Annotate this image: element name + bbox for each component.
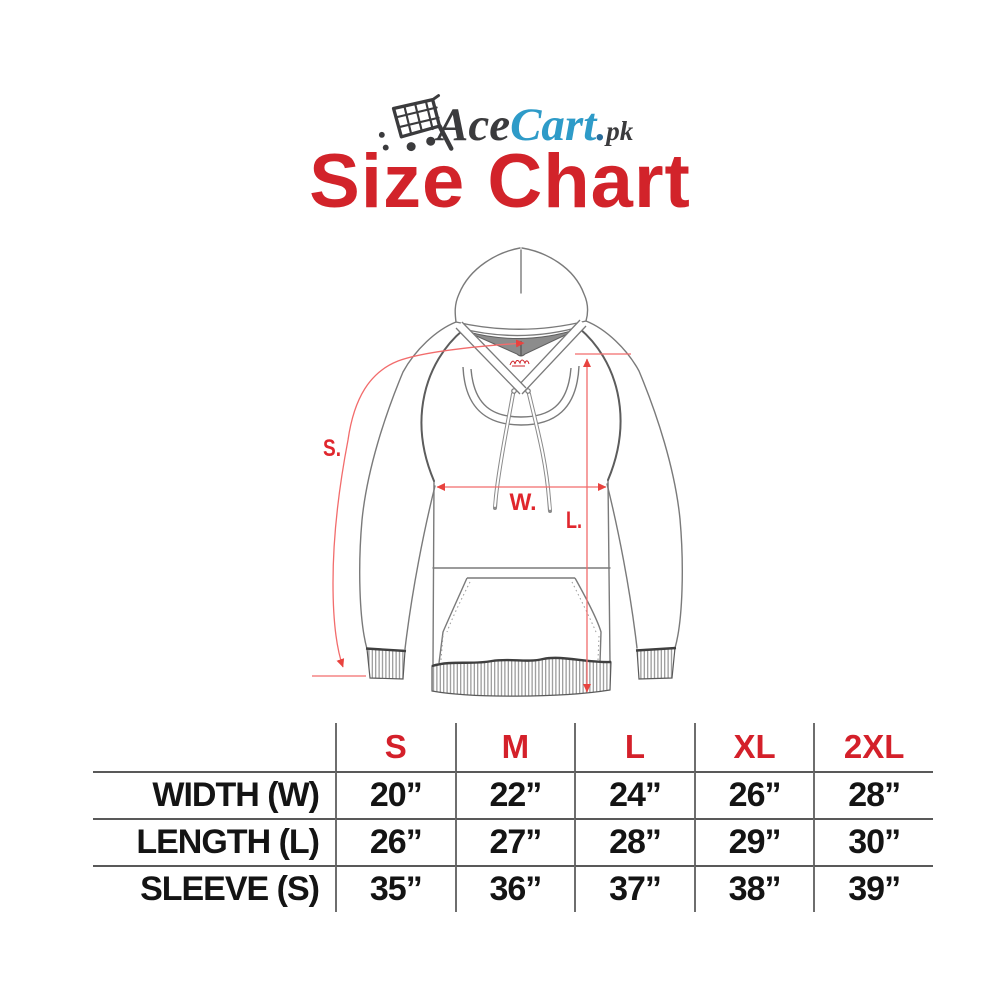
length-value-xl: 29”: [693, 818, 814, 865]
hoodie-diagram: S. W. L.: [312, 247, 683, 697]
width-value-2xl: 28”: [813, 771, 933, 818]
width-value-m: 22”: [454, 771, 575, 818]
length-label: L.: [566, 507, 582, 534]
sleeve-value-l: 37”: [574, 865, 694, 912]
sleeve-label: S.: [323, 435, 341, 462]
row-label-length: LENGTH (L): [93, 818, 335, 865]
row-label-sleeve: SLEEVE (S): [93, 865, 335, 912]
logo: AceCart.pk: [0, 46, 1000, 152]
size-header-s: S: [335, 723, 455, 771]
length-value-s: 26”: [335, 818, 455, 865]
table-corner-cell: [93, 723, 335, 771]
logo-dot: .: [596, 104, 607, 149]
cart-icon: [378, 94, 454, 152]
size-header-m: M: [454, 723, 575, 771]
length-value-l: 28”: [574, 818, 694, 865]
logo-wordmark: AceCart.pk: [437, 98, 633, 152]
logo-brand: Cart: [510, 99, 597, 151]
size-table: S M L XL 2XL WIDTH (W) 20” 22” 24” 26” 2…: [93, 723, 933, 912]
page-title: Size Chart: [309, 139, 691, 224]
sleeve-arrow: [332, 339, 525, 668]
measurement-arrows: [312, 339, 631, 693]
size-header-l: L: [574, 723, 694, 771]
width-value-xl: 26”: [693, 771, 814, 818]
size-header-xl: XL: [693, 723, 814, 771]
size-header-2xl: 2XL: [813, 723, 933, 771]
length-value-m: 27”: [454, 818, 575, 865]
length-value-2xl: 30”: [813, 818, 933, 865]
hem-band: [431, 656, 612, 697]
kangaroo-pocket: [438, 577, 602, 664]
sleeve-value-s: 35”: [335, 865, 455, 912]
logo-suffix: pk: [606, 116, 634, 146]
width-label: W.: [510, 489, 537, 516]
row-label-width: WIDTH (W): [93, 771, 335, 818]
hoodie-outline: [359, 247, 683, 665]
width-value-s: 20”: [335, 771, 455, 818]
width-value-l: 24”: [574, 771, 694, 818]
sleeve-value-2xl: 39”: [813, 865, 933, 912]
collar: [462, 365, 580, 426]
brand-mark: [509, 359, 530, 367]
logo-prefix: Ace: [437, 99, 511, 151]
sleeve-value-m: 36”: [454, 865, 575, 912]
sleeve-value-xl: 38”: [693, 865, 814, 912]
